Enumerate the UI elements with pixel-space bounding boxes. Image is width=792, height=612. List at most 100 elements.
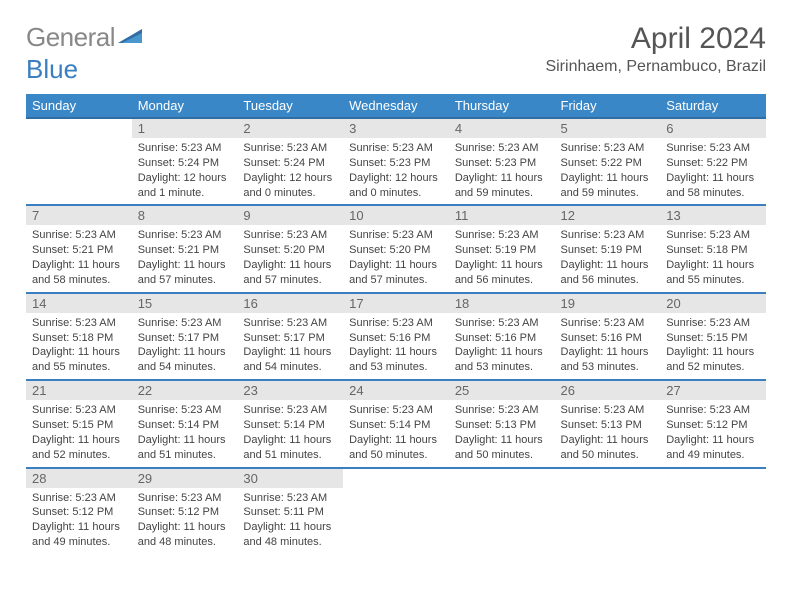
day-number: 15 [132, 294, 238, 313]
day-number: 6 [660, 119, 766, 138]
col-friday: Friday [555, 94, 661, 118]
empty-cell: .. [343, 468, 449, 554]
day-cell: 22Sunrise: 5:23 AMSunset: 5:14 PMDayligh… [132, 380, 238, 467]
day-number: 27 [660, 381, 766, 400]
day-details: Sunrise: 5:23 AMSunset: 5:20 PMDaylight:… [237, 225, 343, 291]
day-cell: 14Sunrise: 5:23 AMSunset: 5:18 PMDayligh… [26, 293, 132, 380]
day-details: Sunrise: 5:23 AMSunset: 5:21 PMDaylight:… [132, 225, 238, 291]
day-details: Sunrise: 5:23 AMSunset: 5:20 PMDaylight:… [343, 225, 449, 291]
day-number: 9 [237, 206, 343, 225]
day-details: Sunrise: 5:23 AMSunset: 5:23 PMDaylight:… [343, 138, 449, 204]
day-number: 5 [555, 119, 661, 138]
day-number: 10 [343, 206, 449, 225]
calendar-row: 21Sunrise: 5:23 AMSunset: 5:15 PMDayligh… [26, 380, 766, 467]
header: General April 2024 Sirinhaem, Pernambuco… [26, 22, 766, 76]
day-details: Sunrise: 5:23 AMSunset: 5:16 PMDaylight:… [555, 313, 661, 379]
day-number: 28 [26, 469, 132, 488]
day-number: 16 [237, 294, 343, 313]
day-cell: 11Sunrise: 5:23 AMSunset: 5:19 PMDayligh… [449, 205, 555, 292]
day-number: 8 [132, 206, 238, 225]
day-cell: 20Sunrise: 5:23 AMSunset: 5:15 PMDayligh… [660, 293, 766, 380]
day-cell: 28Sunrise: 5:23 AMSunset: 5:12 PMDayligh… [26, 468, 132, 554]
calendar-table: Sunday Monday Tuesday Wednesday Thursday… [26, 94, 766, 554]
logo-text-2: Blue [26, 54, 78, 85]
day-number: 13 [660, 206, 766, 225]
day-details: Sunrise: 5:23 AMSunset: 5:11 PMDaylight:… [237, 488, 343, 554]
header-row: Sunday Monday Tuesday Wednesday Thursday… [26, 94, 766, 118]
day-details: Sunrise: 5:23 AMSunset: 5:16 PMDaylight:… [449, 313, 555, 379]
empty-cell: .. [449, 468, 555, 554]
day-cell: 23Sunrise: 5:23 AMSunset: 5:14 PMDayligh… [237, 380, 343, 467]
location: Sirinhaem, Pernambuco, Brazil [545, 58, 766, 76]
day-cell: 4Sunrise: 5:23 AMSunset: 5:23 PMDaylight… [449, 118, 555, 205]
day-details: Sunrise: 5:23 AMSunset: 5:12 PMDaylight:… [132, 488, 238, 554]
day-details: Sunrise: 5:23 AMSunset: 5:19 PMDaylight:… [555, 225, 661, 291]
day-cell: 25Sunrise: 5:23 AMSunset: 5:13 PMDayligh… [449, 380, 555, 467]
day-details: Sunrise: 5:23 AMSunset: 5:12 PMDaylight:… [26, 488, 132, 554]
day-cell: 24Sunrise: 5:23 AMSunset: 5:14 PMDayligh… [343, 380, 449, 467]
logo-text-1: General [26, 22, 115, 53]
col-tuesday: Tuesday [237, 94, 343, 118]
day-number: 20 [660, 294, 766, 313]
title-block: April 2024 Sirinhaem, Pernambuco, Brazil [545, 22, 766, 76]
day-details: Sunrise: 5:23 AMSunset: 5:21 PMDaylight:… [26, 225, 132, 291]
day-details: Sunrise: 5:23 AMSunset: 5:15 PMDaylight:… [26, 400, 132, 466]
day-number: 29 [132, 469, 238, 488]
day-details: Sunrise: 5:23 AMSunset: 5:22 PMDaylight:… [660, 138, 766, 204]
day-details: Sunrise: 5:23 AMSunset: 5:17 PMDaylight:… [132, 313, 238, 379]
day-cell: 7Sunrise: 5:23 AMSunset: 5:21 PMDaylight… [26, 205, 132, 292]
logo-triangle-icon [118, 21, 144, 52]
day-cell: 19Sunrise: 5:23 AMSunset: 5:16 PMDayligh… [555, 293, 661, 380]
day-cell: 8Sunrise: 5:23 AMSunset: 5:21 PMDaylight… [132, 205, 238, 292]
day-cell: 13Sunrise: 5:23 AMSunset: 5:18 PMDayligh… [660, 205, 766, 292]
day-details: Sunrise: 5:23 AMSunset: 5:15 PMDaylight:… [660, 313, 766, 379]
day-number: 3 [343, 119, 449, 138]
col-monday: Monday [132, 94, 238, 118]
day-number: 2 [237, 119, 343, 138]
day-cell: 26Sunrise: 5:23 AMSunset: 5:13 PMDayligh… [555, 380, 661, 467]
day-details: Sunrise: 5:23 AMSunset: 5:14 PMDaylight:… [343, 400, 449, 466]
day-details: Sunrise: 5:23 AMSunset: 5:12 PMDaylight:… [660, 400, 766, 466]
day-details: Sunrise: 5:23 AMSunset: 5:13 PMDaylight:… [449, 400, 555, 466]
day-number: 14 [26, 294, 132, 313]
col-wednesday: Wednesday [343, 94, 449, 118]
day-cell: 6Sunrise: 5:23 AMSunset: 5:22 PMDaylight… [660, 118, 766, 205]
col-thursday: Thursday [449, 94, 555, 118]
day-cell: 29Sunrise: 5:23 AMSunset: 5:12 PMDayligh… [132, 468, 238, 554]
day-cell: 1Sunrise: 5:23 AMSunset: 5:24 PMDaylight… [132, 118, 238, 205]
day-cell: 10Sunrise: 5:23 AMSunset: 5:20 PMDayligh… [343, 205, 449, 292]
day-number: 23 [237, 381, 343, 400]
day-details: Sunrise: 5:23 AMSunset: 5:24 PMDaylight:… [237, 138, 343, 204]
day-number: 24 [343, 381, 449, 400]
day-details: Sunrise: 5:23 AMSunset: 5:24 PMDaylight:… [132, 138, 238, 204]
day-number: 26 [555, 381, 661, 400]
calendar-row: ..1Sunrise: 5:23 AMSunset: 5:24 PMDaylig… [26, 118, 766, 205]
day-number: 22 [132, 381, 238, 400]
day-details: Sunrise: 5:23 AMSunset: 5:22 PMDaylight:… [555, 138, 661, 204]
empty-cell: .. [555, 468, 661, 554]
day-number: 11 [449, 206, 555, 225]
day-number: 17 [343, 294, 449, 313]
col-saturday: Saturday [660, 94, 766, 118]
col-sunday: Sunday [26, 94, 132, 118]
day-number: 19 [555, 294, 661, 313]
day-number: 21 [26, 381, 132, 400]
day-number: 25 [449, 381, 555, 400]
day-number: 4 [449, 119, 555, 138]
day-details: Sunrise: 5:23 AMSunset: 5:19 PMDaylight:… [449, 225, 555, 291]
day-number: 7 [26, 206, 132, 225]
day-cell: 30Sunrise: 5:23 AMSunset: 5:11 PMDayligh… [237, 468, 343, 554]
day-cell: 3Sunrise: 5:23 AMSunset: 5:23 PMDaylight… [343, 118, 449, 205]
day-cell: 27Sunrise: 5:23 AMSunset: 5:12 PMDayligh… [660, 380, 766, 467]
day-cell: 9Sunrise: 5:23 AMSunset: 5:20 PMDaylight… [237, 205, 343, 292]
day-cell: 2Sunrise: 5:23 AMSunset: 5:24 PMDaylight… [237, 118, 343, 205]
calendar-row: 14Sunrise: 5:23 AMSunset: 5:18 PMDayligh… [26, 293, 766, 380]
day-number: 1 [132, 119, 238, 138]
day-cell: 18Sunrise: 5:23 AMSunset: 5:16 PMDayligh… [449, 293, 555, 380]
day-details: Sunrise: 5:23 AMSunset: 5:23 PMDaylight:… [449, 138, 555, 204]
empty-cell: .. [660, 468, 766, 554]
empty-cell: .. [26, 118, 132, 205]
day-details: Sunrise: 5:23 AMSunset: 5:14 PMDaylight:… [237, 400, 343, 466]
day-cell: 15Sunrise: 5:23 AMSunset: 5:17 PMDayligh… [132, 293, 238, 380]
day-cell: 5Sunrise: 5:23 AMSunset: 5:22 PMDaylight… [555, 118, 661, 205]
